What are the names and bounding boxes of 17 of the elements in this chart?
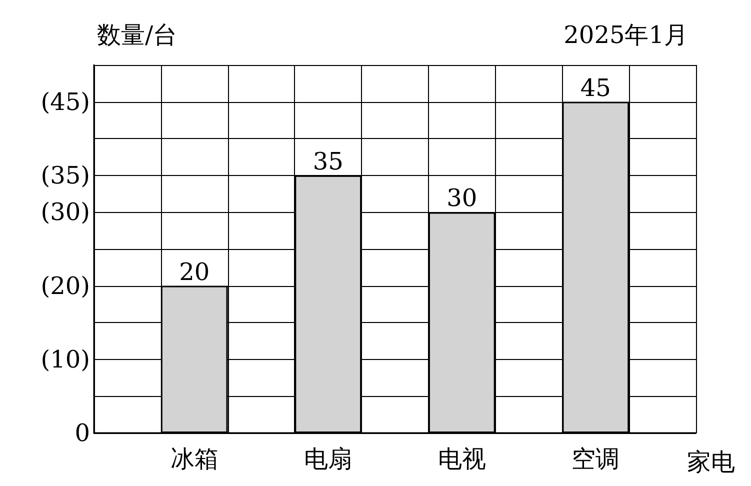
data-label: 20 [179,258,210,286]
x-tick-label: 空调 [572,445,620,473]
y-tick-label: (20) [40,272,90,300]
y-tick-label: (10) [40,345,90,374]
data-label: 45 [580,74,611,102]
x-tick-label: 冰箱 [170,445,218,473]
x-tick-label: 电视 [438,445,486,473]
chart-title: 数量/台 [97,21,178,49]
y-tick-label: (30) [40,198,90,226]
data-label: 35 [312,147,344,176]
x-tick-label: 电扇 [304,445,352,473]
data-label: 30 [446,184,478,212]
x-axis-title: 家电 [687,448,735,476]
chart-subtitle: 2025年1月 [564,21,688,49]
y-tick-label: 0 [74,419,90,447]
y-tick-label: (35) [40,161,90,190]
y-tick-label: (45) [40,88,90,116]
